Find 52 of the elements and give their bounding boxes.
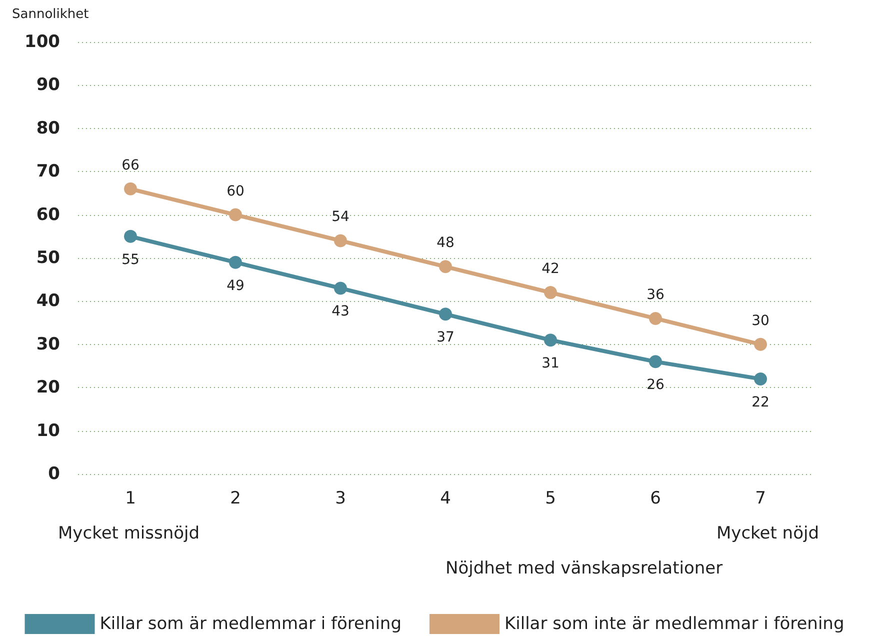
text: Mycket missnöjd (58, 524, 200, 544)
y-tick-label: 50 (36, 248, 60, 268)
y-tick-label: 60 (36, 204, 60, 225)
data-label: 48 (436, 235, 454, 252)
x-tick-label: 5 (545, 488, 556, 508)
y-tick-label: 70 (36, 162, 60, 182)
point (649, 355, 662, 368)
x-tick-label: 3 (335, 488, 346, 508)
y-tick-label: 0 (48, 464, 60, 484)
point (544, 286, 557, 300)
y-tick-label: 20 (36, 378, 60, 398)
point (229, 256, 242, 269)
point (439, 308, 452, 321)
point (439, 260, 452, 274)
x-tick-label: 2 (230, 488, 241, 508)
x-axis-title: Nöjdhet med vänskapsrelationer (445, 558, 723, 578)
x-tick-label: 1 (125, 488, 136, 508)
data-label: 49 (226, 278, 244, 294)
data-label: 26 (646, 377, 664, 394)
point (544, 334, 557, 347)
point (334, 282, 347, 295)
point (754, 372, 767, 386)
point (229, 208, 242, 222)
data-label: 42 (542, 261, 560, 278)
data-label: 54 (332, 209, 350, 226)
data-label: 37 (436, 330, 454, 346)
data-label: 31 (542, 356, 560, 372)
x-tick-label: 6 (650, 488, 661, 508)
data-label: 36 (646, 286, 664, 303)
point (334, 234, 347, 248)
y-tick-label: 40 (36, 291, 60, 312)
y-tick-label: 100 (24, 32, 60, 52)
y-tick-label: 10 (36, 420, 60, 441)
point (124, 182, 137, 196)
y-axis-title: Sannolikhet (12, 7, 89, 22)
y-tick-label: 80 (36, 118, 60, 138)
text: Mycket nöjd (716, 524, 819, 544)
y-tick-label: 90 (36, 75, 60, 96)
x-tick-label: 7 (755, 488, 766, 508)
data-label: 60 (226, 183, 244, 200)
point (649, 312, 662, 325)
legend-label: Killar som är medlemmar i förening (100, 614, 402, 634)
data-label: 43 (332, 304, 350, 320)
data-label: 22 (752, 394, 770, 410)
y-tick-label: 30 (36, 334, 60, 354)
legend-label: Killar som inte är medlemmar i förening (504, 614, 844, 634)
point (124, 230, 137, 243)
x-tick-label: 4 (440, 488, 451, 508)
data-label: 55 (122, 252, 140, 268)
data-label: 66 (122, 157, 140, 174)
data-label: 30 (752, 312, 770, 329)
point (754, 338, 767, 351)
